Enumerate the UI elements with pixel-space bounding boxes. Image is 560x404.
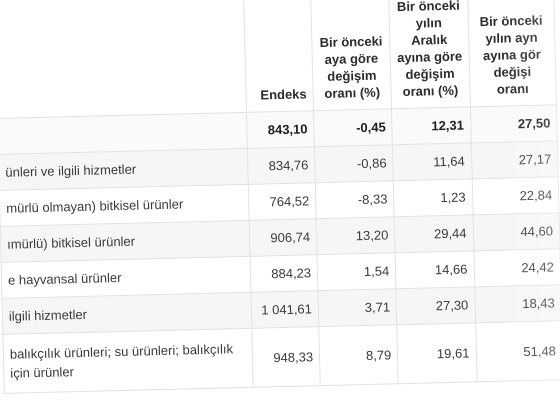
cell-endeks: 948,33 [251, 326, 321, 388]
header-line: değişim [405, 65, 455, 82]
cell-monthly-change: -0,45 [313, 108, 393, 147]
header-line: ayına gör [482, 46, 542, 64]
cell-monthly-change: 3,71 [317, 288, 398, 327]
header-endeks: Endeks [242, 0, 314, 113]
header-line: değişi [493, 63, 532, 80]
header-line: Bir önceki [396, 0, 460, 15]
header-line: aya göre [324, 50, 379, 67]
header-line: Bir önceki [319, 33, 383, 51]
row-name: mürlü olmayan) bitkisel ürünler [0, 184, 249, 227]
cell-december-change: 19,61 [397, 322, 477, 384]
header-row: Endeks Bir önceki aya göre değişim oranı… [0, 0, 557, 119]
header-line: değişim [327, 67, 377, 84]
row-name: e hayvansal ürünler [1, 256, 251, 299]
cell-december-change: 29,44 [394, 214, 474, 253]
header-name [0, 0, 247, 119]
cell-endeks: 843,10 [246, 110, 315, 149]
cell-annual-change: 27,17 [470, 140, 559, 179]
cell-annual-change: 22,84 [471, 176, 560, 215]
row-name [0, 112, 247, 155]
cell-endeks: 1 041,61 [250, 290, 319, 329]
table-row: balıkçılık ürünleri; su ürünleri; balıkç… [2, 320, 560, 394]
row-name: balıkçılık ürünleri; su ürünleri; balıkç… [2, 328, 253, 394]
cell-monthly-change: -8,33 [315, 180, 395, 219]
cell-endeks: 906,74 [248, 218, 318, 257]
cell-annual-change: 44,60 [472, 212, 560, 251]
header-december-change: Bir önceki yılın Aralık ayına göre değiş… [388, 0, 470, 109]
cell-endeks: 884,23 [249, 254, 318, 293]
header-line: yılın ayn [485, 29, 538, 47]
cell-december-change: 11,64 [392, 142, 472, 181]
cell-annual-change: 24,42 [473, 248, 560, 287]
header-monthly-change: Bir önceki aya göre değişim oranı (%) [310, 0, 392, 111]
cell-annual-change: 51,48 [475, 320, 560, 382]
cell-december-change: 27,30 [396, 286, 476, 325]
header-line: yılın [415, 15, 442, 31]
row-name: ımürlü) bitkisel ürünler [0, 220, 250, 263]
cell-monthly-change: -0,86 [314, 144, 394, 183]
header-line: oranı (%) [402, 82, 459, 100]
cell-endeks: 764,52 [247, 182, 317, 221]
row-name: ünleri ve ilgili hizmetler [0, 148, 248, 191]
header-line: Aralık [410, 31, 448, 48]
header-line: Bir önceki [479, 12, 543, 30]
cell-december-change: 12,31 [391, 106, 471, 145]
header-line: oranı [496, 80, 529, 97]
header-line: ayına göre [396, 48, 463, 66]
price-index-table: Endeks Bir önceki aya göre değişim oranı… [0, 0, 560, 394]
cell-annual-change: 18,43 [474, 284, 560, 323]
cell-monthly-change: 1,54 [317, 252, 397, 291]
cell-monthly-change: 13,20 [316, 216, 396, 255]
header-annual-change: Bir önceki yılın ayn ayına gör değişi or… [466, 0, 557, 107]
header-line: oranı (%) [324, 84, 381, 101]
cell-december-change: 1,23 [393, 178, 473, 217]
cell-monthly-change: 8,79 [318, 324, 399, 386]
cell-december-change: 14,66 [395, 250, 475, 289]
row-name: ilgili hizmetler [1, 292, 252, 335]
cell-endeks: 834,76 [246, 146, 316, 185]
cell-annual-change: 27,50 [469, 104, 558, 143]
